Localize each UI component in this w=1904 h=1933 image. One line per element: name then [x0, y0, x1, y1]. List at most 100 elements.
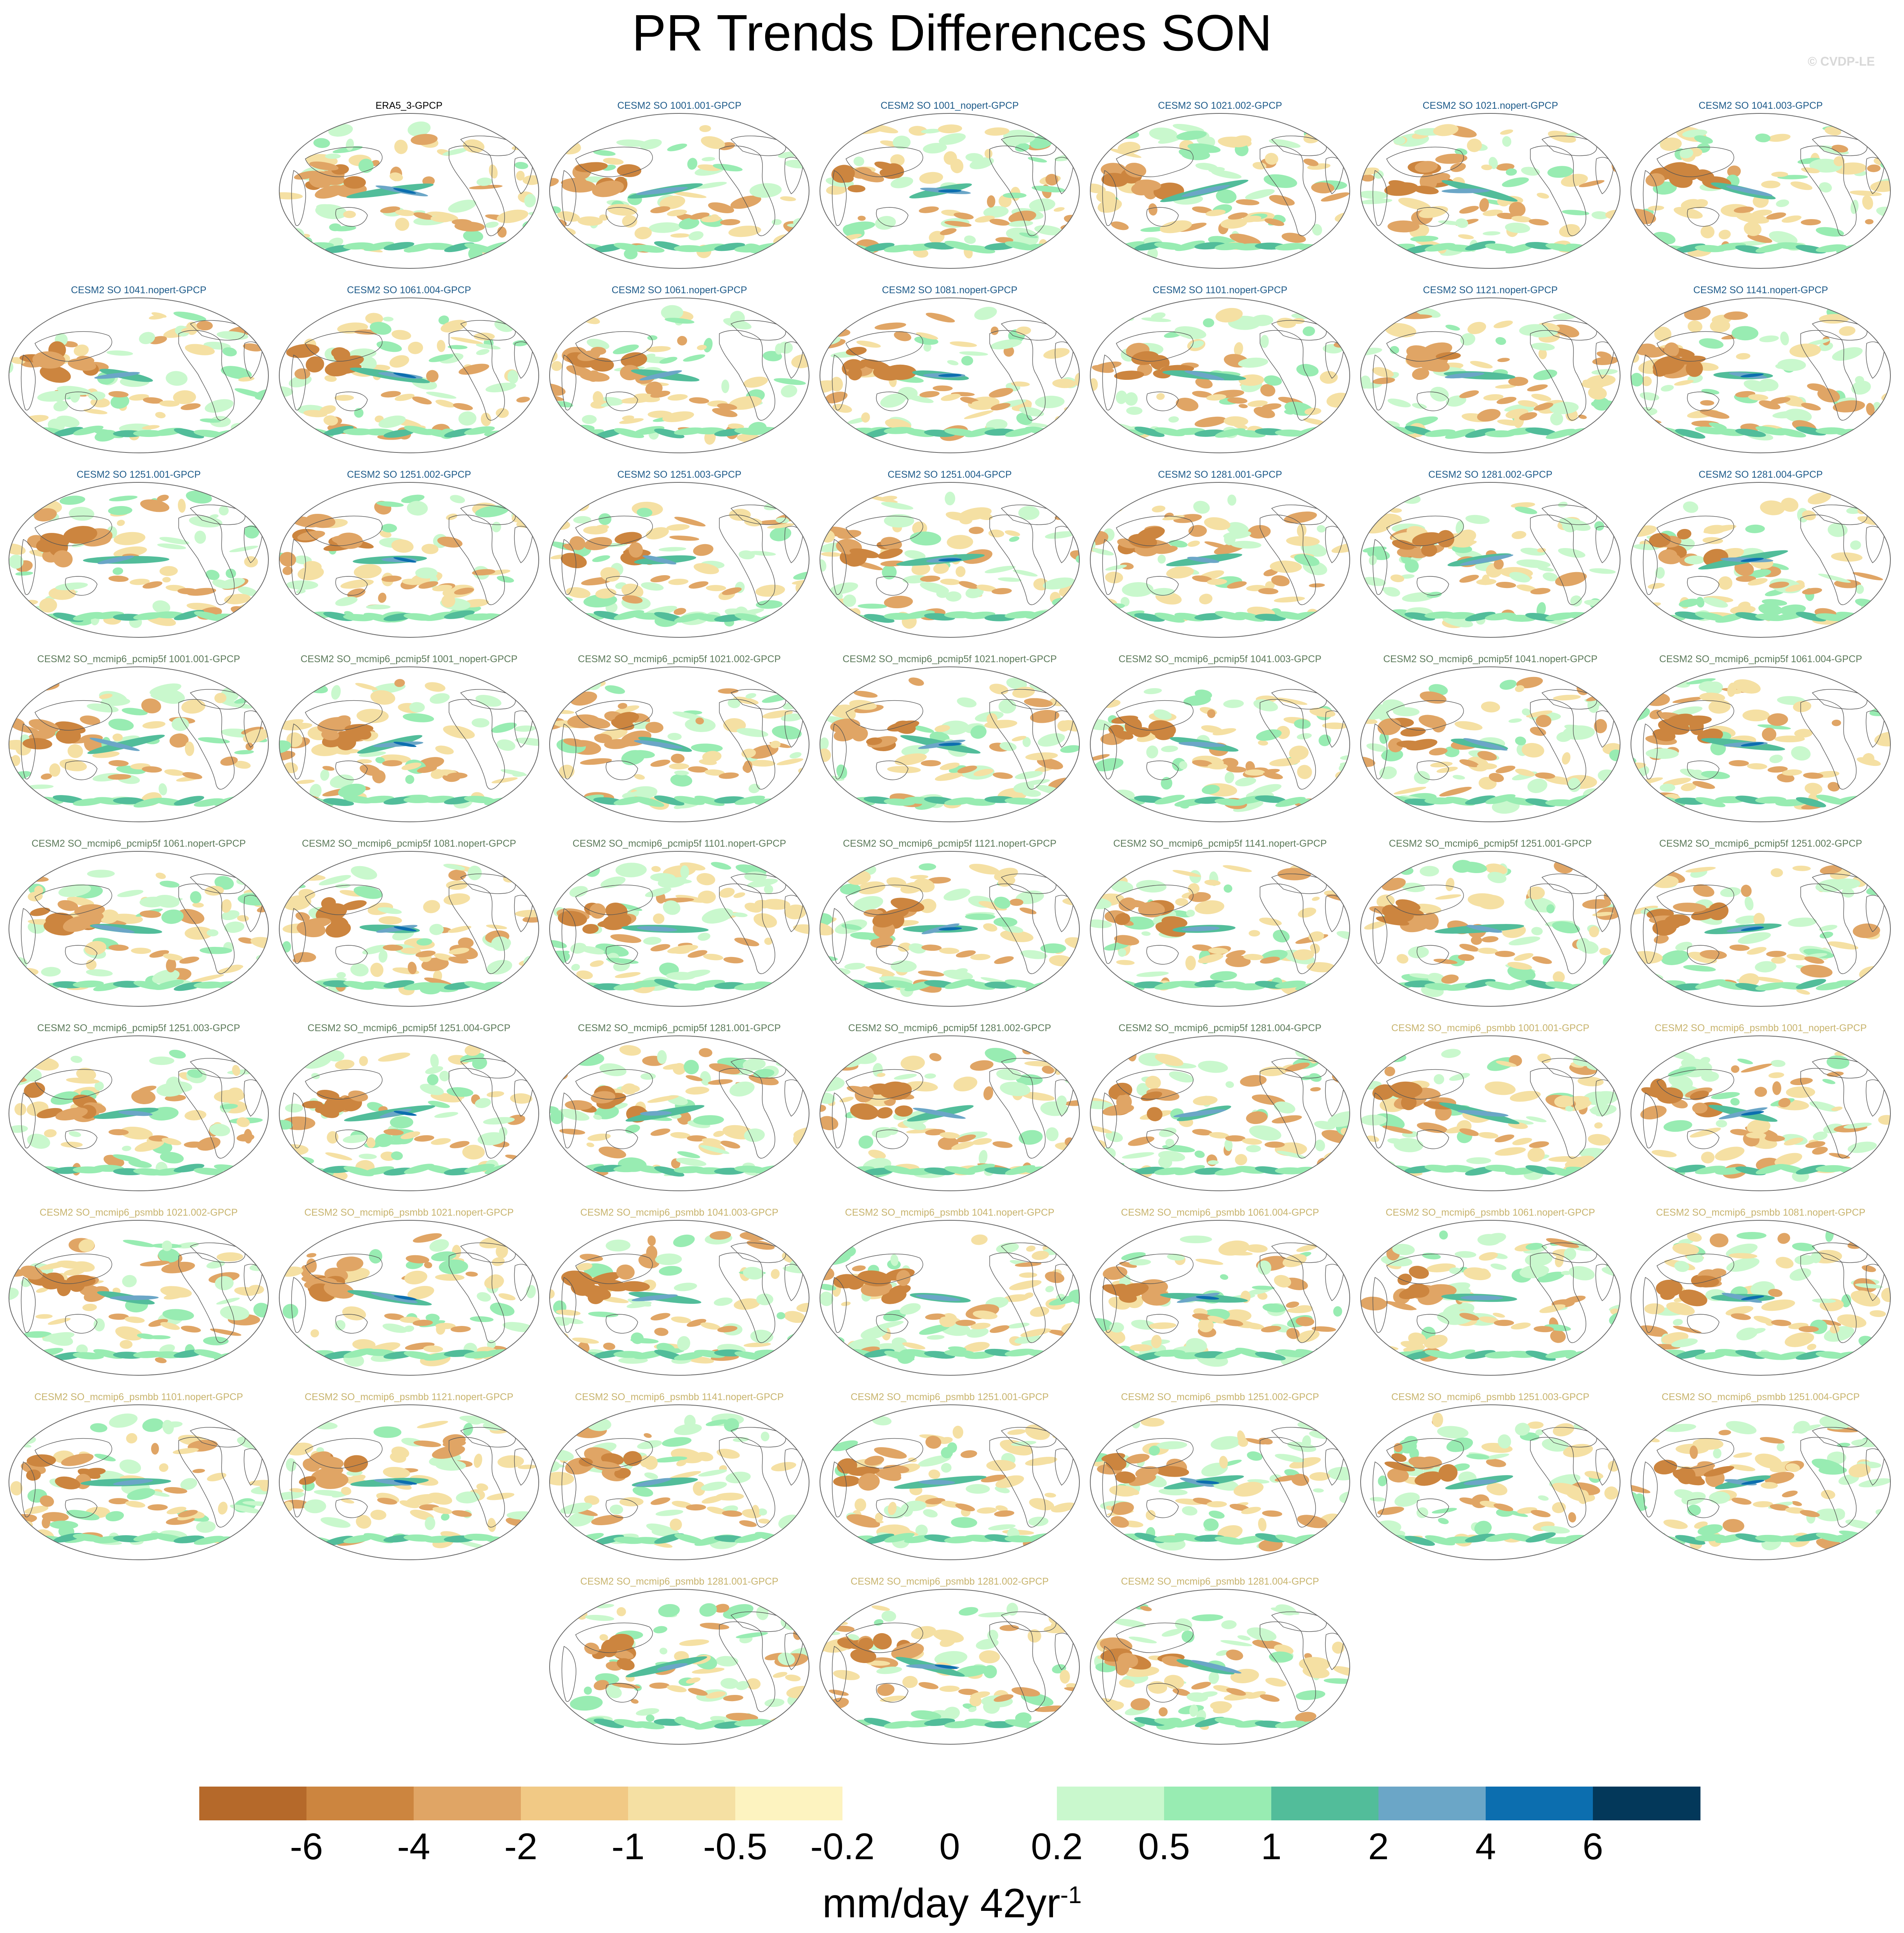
southern-ocean-patch — [1134, 613, 1165, 622]
trend-patch — [1758, 603, 1783, 616]
map-panel: CESM2 SO_mcmip6_pcmip5f 1041.003-GPCP — [1086, 652, 1354, 823]
global-map — [549, 666, 810, 822]
southern-ocean-patch — [1004, 979, 1036, 988]
trend-patch — [1603, 785, 1614, 794]
subtropical-patch — [1736, 576, 1756, 582]
trend-patch — [203, 1336, 229, 1345]
southern-ocean-patch — [505, 981, 535, 991]
drying-patch — [848, 185, 866, 193]
trend-patch — [90, 397, 110, 408]
trend-patch — [1515, 736, 1526, 745]
southern-ocean-patch — [1631, 429, 1645, 438]
trend-patch — [1565, 1106, 1573, 1112]
map-panel: CESM2 SO_mcmip6_pcmip5f 1281.004-GPCP — [1086, 1021, 1354, 1192]
trend-patch — [1230, 135, 1251, 148]
trend-patch — [291, 689, 308, 698]
panel-title: CESM2 SO_mcmip6_psmbb 1001.001-GPCP — [1391, 1023, 1589, 1033]
trend-patch — [1744, 896, 1754, 911]
trend-patch — [510, 425, 526, 439]
trend-patch — [313, 138, 330, 148]
trend-patch — [754, 913, 777, 928]
southern-ocean-patch — [550, 611, 564, 620]
drying-patch — [309, 161, 339, 171]
southern-ocean-patch — [714, 243, 745, 251]
trend-patch — [820, 799, 832, 814]
equatorial-band — [393, 557, 416, 563]
coastline — [1643, 908, 1658, 964]
equatorial-band — [118, 1110, 153, 1116]
trend-patch — [1762, 727, 1777, 741]
drying-patch — [1400, 727, 1426, 737]
map-border — [549, 113, 810, 269]
coastline — [784, 1079, 803, 1117]
drying-patch — [569, 536, 586, 550]
trend-patch — [1699, 338, 1724, 349]
map-panel: CESM2 SO_mcmip6_pcmip5f 1081.nopert-GPCP — [275, 837, 543, 1008]
trend-patch — [1203, 318, 1215, 327]
subtropical-patch — [108, 391, 129, 398]
trend-patch — [1309, 708, 1336, 717]
equatorial-band — [1466, 925, 1502, 933]
coastline — [1372, 1092, 1387, 1148]
subtropical-patch — [400, 948, 421, 954]
trend-patch — [1070, 969, 1080, 981]
drying-patch — [1412, 532, 1443, 546]
subtropical-patch — [1459, 1128, 1479, 1136]
trend-patch — [279, 740, 291, 754]
trend-patch — [301, 1233, 312, 1240]
map-panel: CESM2 SO_mcmip6_pcmip5f 1251.001-GPCP — [1356, 837, 1624, 1008]
trend-patch — [1502, 177, 1529, 187]
trend-patch — [1615, 969, 1620, 982]
trend-patch — [603, 1342, 616, 1350]
trend-patch — [1709, 422, 1727, 430]
trend-patch — [793, 1126, 809, 1139]
trend-patch — [1090, 694, 1098, 706]
trend-patch — [565, 681, 575, 691]
trend-patch — [10, 433, 24, 438]
equatorial-band — [1740, 558, 1764, 562]
trend-patch — [422, 176, 435, 186]
trend-patch — [112, 733, 123, 741]
southern-ocean-patch — [1090, 795, 1105, 804]
trend-patch — [1497, 358, 1510, 362]
trend-patch — [661, 305, 684, 320]
coastline — [1116, 331, 1194, 362]
drying-patch — [336, 715, 351, 724]
equatorial-band — [634, 740, 683, 749]
trend-patch — [593, 150, 616, 156]
trend-patch — [1289, 745, 1309, 760]
drying-patch — [56, 728, 81, 744]
subtropical-patch — [668, 578, 689, 585]
trend-patch — [1848, 1146, 1859, 1151]
trend-patch — [76, 1068, 96, 1081]
trend-patch — [171, 717, 189, 731]
coastline — [1417, 945, 1449, 965]
trend-patch — [281, 600, 293, 611]
trend-patch — [748, 745, 779, 759]
panel-title: CESM2 SO_mcmip6_pcmip5f 1041.nopert-GPCP — [1383, 654, 1598, 665]
trend-patch — [673, 191, 707, 198]
subtropical-patch — [1192, 206, 1212, 213]
trend-patch — [1504, 404, 1525, 412]
drying-patch — [295, 912, 310, 921]
trend-patch — [324, 375, 337, 382]
trend-patch — [634, 226, 652, 240]
trend-patch — [279, 132, 297, 143]
drying-patch — [1147, 1107, 1163, 1121]
trend-patch — [1004, 530, 1020, 536]
trend-patch — [1608, 123, 1620, 136]
trend-patch — [1880, 884, 1891, 895]
trend-patch — [1188, 883, 1200, 894]
trend-patch — [497, 986, 520, 994]
trend-patch — [646, 346, 671, 352]
coastline — [606, 945, 638, 965]
subtropical-patch — [452, 219, 472, 226]
trend-patch — [755, 600, 783, 609]
trend-patch — [898, 387, 918, 400]
trend-patch — [155, 1357, 167, 1363]
trend-patch — [631, 1332, 644, 1344]
trend-patch — [1185, 955, 1196, 971]
trend-patch — [782, 421, 801, 436]
trend-patch — [486, 1091, 505, 1098]
trend-patch — [1168, 416, 1179, 423]
